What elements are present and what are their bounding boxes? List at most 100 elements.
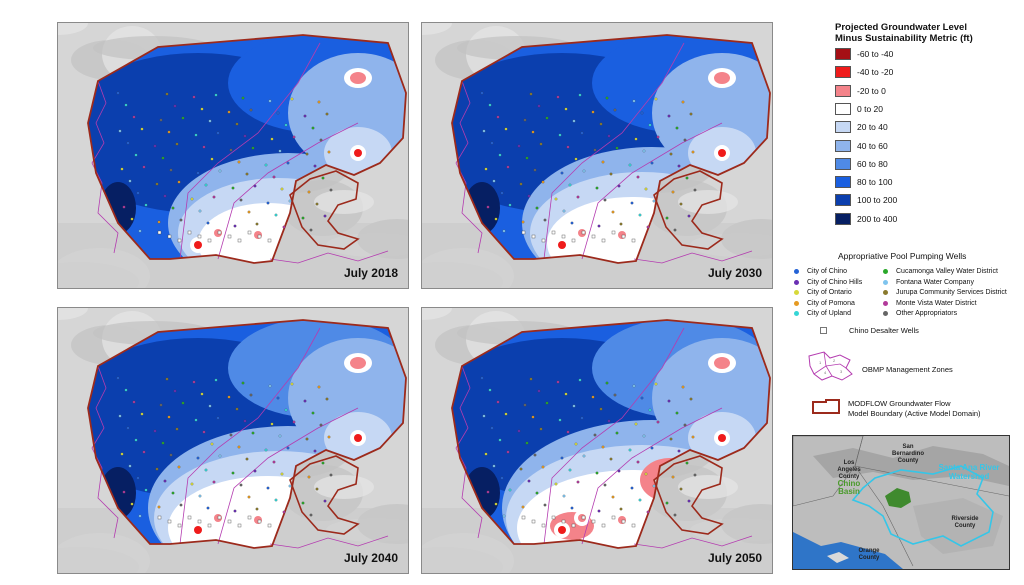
legend-class-label: 200 to 400: [857, 213, 898, 224]
legend-title-line1: Projected Groundwater Level: [835, 22, 967, 33]
well-marker: [558, 133, 562, 137]
well-marker: [216, 131, 220, 135]
well-marker: [116, 376, 120, 380]
well-marker: [543, 503, 547, 507]
well-marker: [679, 487, 683, 491]
well-marker: [190, 197, 194, 201]
desalter-marker: [581, 230, 586, 235]
panel-title: July 2018: [343, 266, 398, 280]
well-marker: [317, 385, 321, 389]
well-marker: [494, 217, 498, 221]
zone-line: [633, 250, 753, 264]
well-marker: [582, 454, 586, 458]
well-marker: [525, 441, 529, 445]
well-marker: [307, 190, 311, 194]
well-marker: [208, 404, 212, 408]
well-marker: [498, 153, 502, 157]
well-marker: [671, 190, 675, 194]
well-marker: [227, 395, 231, 399]
well-marker: [560, 456, 564, 460]
legend-class-label: 100 to 200: [857, 195, 898, 206]
boundary-label-line1: MODFLOW Groundwater Flow: [848, 399, 951, 408]
well-marker: [533, 168, 537, 172]
well-marker: [161, 156, 165, 160]
well-marker: [500, 476, 504, 480]
well-marker: [198, 209, 202, 213]
well-marker: [539, 427, 543, 431]
well-marker: [325, 112, 329, 116]
well-marker: [562, 209, 566, 213]
groundwater-map: [422, 308, 772, 573]
well-marker: [196, 456, 200, 460]
well-marker: [284, 408, 288, 412]
well-marker: [632, 99, 636, 103]
well-marker: [665, 216, 669, 220]
well-marker: [241, 381, 245, 385]
well-marker: [165, 377, 169, 381]
well-marker: [593, 433, 597, 437]
zone-line: [91, 80, 119, 254]
well-marker: [169, 168, 173, 172]
well-marker: [319, 138, 323, 142]
desalter-marker: [561, 234, 566, 239]
well-marker: [541, 180, 545, 184]
well-marker: [171, 206, 175, 210]
well-marker: [206, 506, 210, 510]
well-marker: [628, 448, 632, 452]
well-markers: [116, 376, 333, 528]
well-marker: [286, 446, 290, 450]
well-marker: [227, 110, 231, 114]
legend-class-label: -40 to -20: [857, 67, 894, 78]
zone-line: [543, 327, 685, 545]
svg-text:3: 3: [840, 369, 843, 374]
well-marker: [525, 156, 529, 160]
well-marker: [313, 164, 317, 168]
well-marker: [554, 197, 558, 201]
well-marker: [601, 445, 605, 449]
well-marker: [537, 389, 541, 393]
well-dot-icon: [794, 311, 799, 316]
well-marker: [214, 378, 218, 382]
well-marker: [144, 203, 148, 207]
well-marker: [292, 420, 296, 424]
well-marker: [607, 419, 611, 423]
legend-swatch: [835, 139, 851, 152]
well-marker: [673, 228, 677, 232]
well-marker: [570, 221, 574, 225]
desalter-marker: [167, 519, 172, 524]
well-marker: [677, 164, 681, 168]
well-marker: [231, 186, 235, 190]
well-marker: [155, 467, 159, 471]
well-marker: [239, 483, 243, 487]
well-marker: [128, 179, 132, 183]
well-marker: [642, 434, 646, 438]
groundwater-map: [422, 23, 772, 288]
well-marker: [611, 210, 615, 214]
legend-class-row: 80 to 100: [835, 176, 892, 189]
desalter-marker: [247, 230, 252, 235]
inset-orange: Orange County: [858, 548, 880, 561]
legend-class-row: -60 to -40: [835, 48, 893, 60]
well-marker: [609, 457, 613, 461]
desalter-marker: [561, 519, 566, 524]
well-marker: [615, 431, 619, 435]
well-marker: [644, 187, 648, 191]
well-marker: [517, 429, 521, 433]
well-marker: [656, 135, 660, 139]
well-marker: [177, 465, 181, 469]
well-dot-icon: [794, 300, 799, 306]
legend-swatch: [835, 66, 851, 79]
well-marker: [679, 202, 683, 206]
well-marker: [615, 146, 619, 150]
well-marker: [173, 104, 177, 108]
well-marker: [580, 416, 584, 420]
surface-zone: [350, 357, 366, 369]
legend-class-label: 20 to 40: [857, 122, 888, 133]
surface-zone: [194, 526, 202, 534]
model-boundary: [653, 455, 724, 535]
well-marker: [502, 514, 506, 518]
inset-watershed: Santa Ana River Watershed: [938, 463, 1000, 481]
well-marker: [124, 103, 128, 107]
well-marker: [681, 385, 685, 389]
well-label: Fontana Water Company: [896, 278, 974, 286]
